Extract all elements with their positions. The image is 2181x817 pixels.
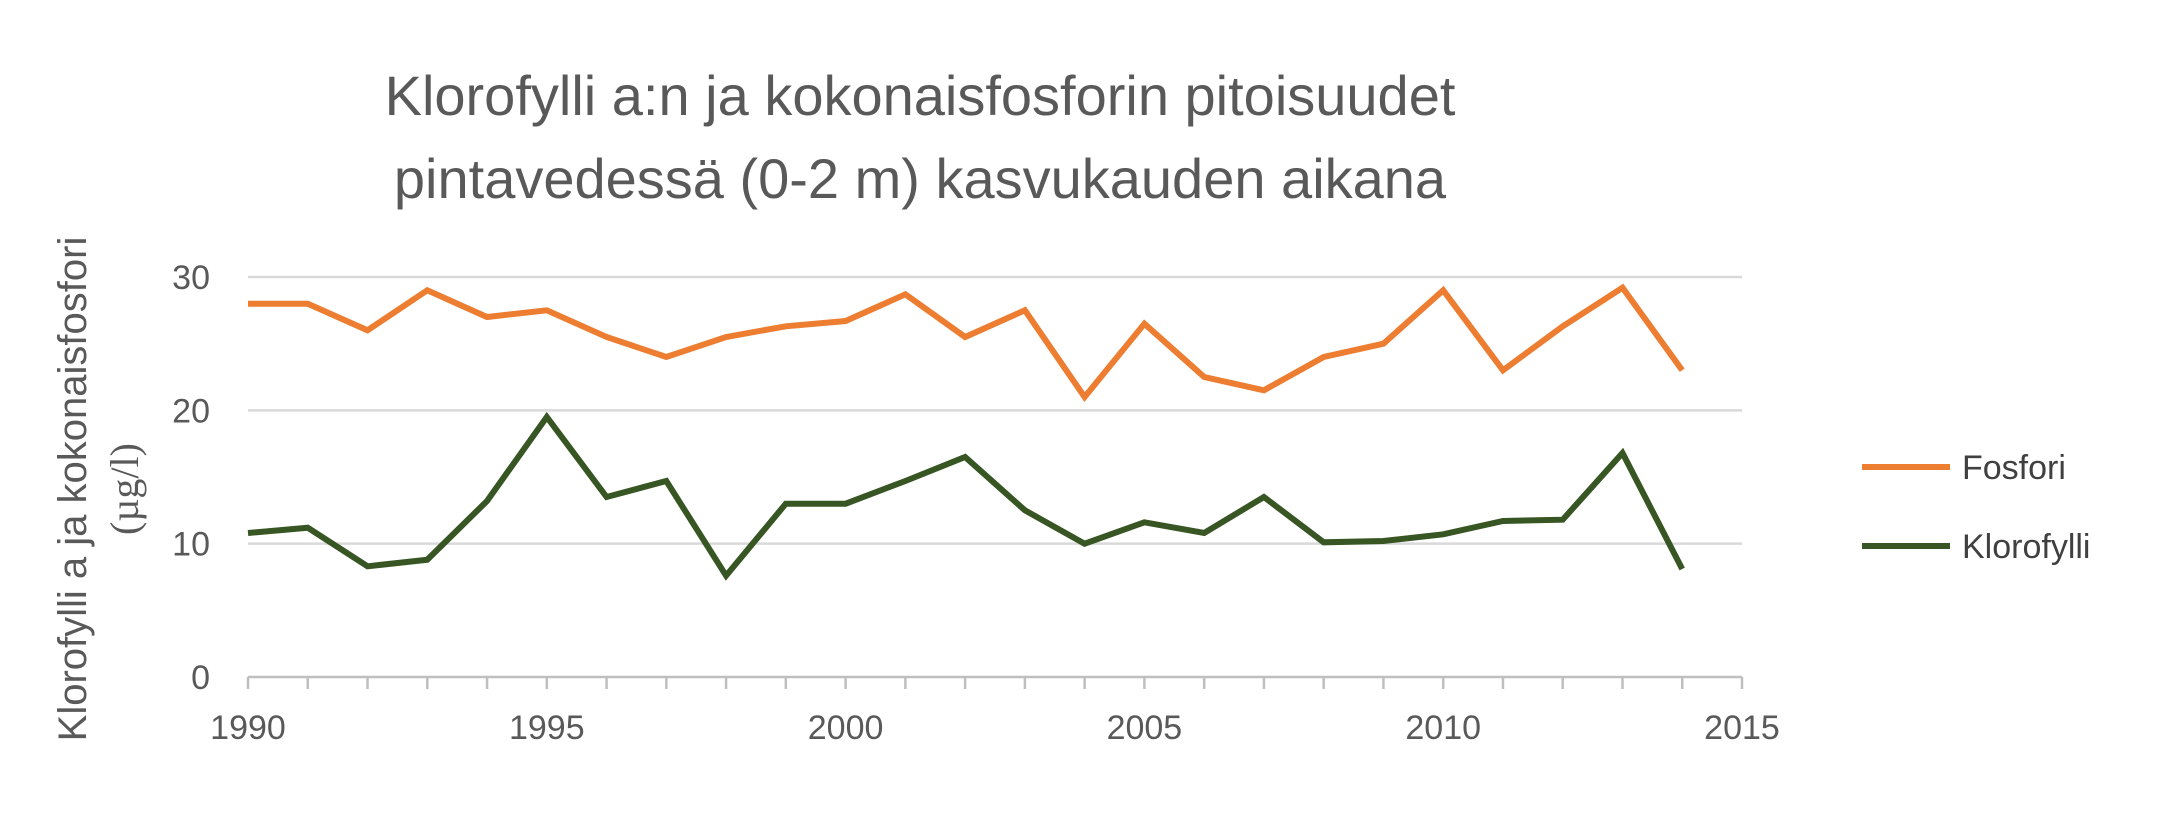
- y-axis-title-line-2: (µg/l): [102, 443, 147, 535]
- y-tick-label: 10: [172, 526, 210, 564]
- series-line-fosfori: [248, 283, 1685, 402]
- gridlines: [248, 275, 1742, 545]
- series-line-klorofylli: [247, 411, 1685, 581]
- y-axis-tick-labels: 0 10 20 30: [172, 259, 210, 697]
- chart-title-line-1: Klorofylli a:n ja kokonaisfosforin pitoi…: [385, 64, 1456, 127]
- x-tick-label: 2010: [1405, 709, 1481, 747]
- legend-label-fosfori: Fosfori: [1962, 449, 2066, 487]
- chart-title-line-2: pintavedessä (0-2 m) kasvukauden aikana: [394, 147, 1447, 210]
- legend-label-klorofylli: Klorofylli: [1962, 528, 2090, 566]
- x-axis: [246, 675, 1744, 689]
- x-tick-label: 1995: [509, 709, 585, 747]
- y-axis-title-line-1: Klorofylli a ja kokonaisfosfori: [51, 237, 95, 742]
- x-tick-label: 2015: [1704, 709, 1780, 747]
- y-tick-label: 30: [172, 259, 210, 297]
- legend: Fosfori Klorofylli: [1862, 449, 2090, 566]
- x-tick-label: 1990: [210, 709, 286, 747]
- x-tick-label: 2005: [1107, 709, 1183, 747]
- plot-area-series: [247, 283, 1685, 581]
- x-axis-tick-labels: 1990 1995 2000 2005 2010 2015: [210, 709, 1780, 747]
- y-tick-label: 0: [191, 659, 210, 697]
- y-tick-label: 20: [172, 392, 210, 430]
- x-tick-label: 2000: [808, 709, 884, 747]
